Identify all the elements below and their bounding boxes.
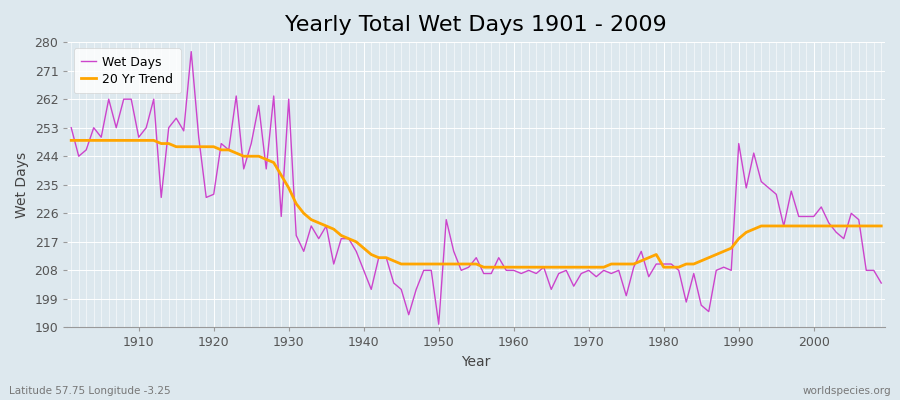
Wet Days (343, 236, 354, 241)
Wet Days (613, 268, 624, 273)
Wet Days (516, 271, 526, 276)
20 Yr Trend (66, 138, 77, 143)
Legend: Wet Days, 20 Yr Trend: Wet Days, 20 Yr Trend (74, 48, 181, 93)
Wet Days (523, 268, 534, 273)
X-axis label: Year: Year (462, 355, 490, 369)
20 Yr Trend (876, 224, 886, 228)
20 Yr Trend (606, 262, 616, 266)
Wet Days (185, 49, 196, 54)
Wet Days (433, 322, 444, 327)
Wet Days (126, 97, 137, 102)
Line: Wet Days: Wet Days (71, 52, 881, 324)
Wet Days (298, 249, 309, 254)
20 Yr Trend (126, 138, 137, 143)
Wet Days (66, 125, 77, 130)
20 Yr Trend (478, 265, 489, 270)
Y-axis label: Wet Days: Wet Days (15, 152, 29, 218)
20 Yr Trend (291, 201, 302, 206)
Title: Yearly Total Wet Days 1901 - 2009: Yearly Total Wet Days 1901 - 2009 (285, 15, 667, 35)
Text: Latitude 57.75 Longitude -3.25: Latitude 57.75 Longitude -3.25 (9, 386, 171, 396)
Text: worldspecies.org: worldspecies.org (803, 386, 891, 396)
Wet Days (876, 281, 886, 286)
20 Yr Trend (516, 265, 526, 270)
20 Yr Trend (508, 265, 519, 270)
20 Yr Trend (336, 233, 346, 238)
Line: 20 Yr Trend: 20 Yr Trend (71, 140, 881, 267)
